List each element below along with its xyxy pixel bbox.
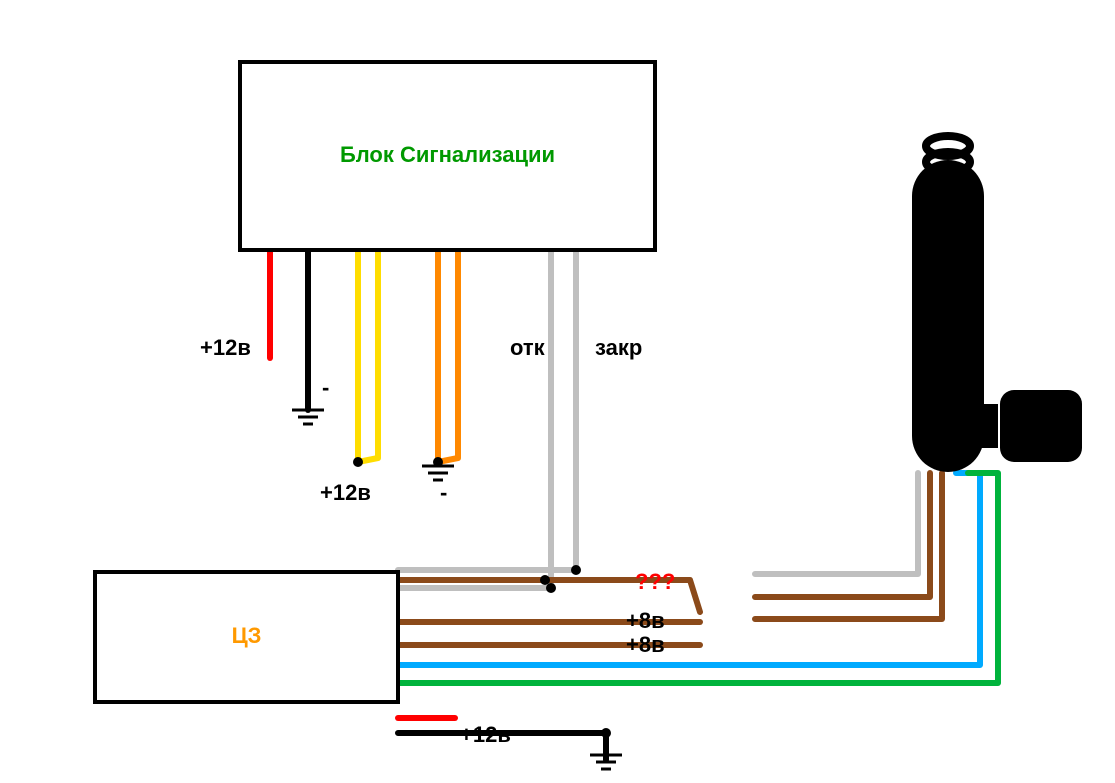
junction-dot <box>571 565 581 575</box>
junction-dot <box>353 457 363 467</box>
junction-dot <box>601 728 611 738</box>
label-plus8v_1: +8в <box>626 608 665 633</box>
block-label-cz: ЦЗ <box>232 623 262 648</box>
label-plus12v_red: +12в <box>200 335 251 360</box>
block-label-alarm: Блок Сигнализации <box>340 142 555 167</box>
label-minus_orange: - <box>440 480 447 505</box>
label-otkr: отк <box>510 335 546 360</box>
label-plus8v_2: +8в <box>626 632 665 657</box>
label-qqq: ??? <box>635 569 675 594</box>
wire-brown_actuator_a <box>755 473 930 597</box>
label-minus_gnd: - <box>322 375 329 400</box>
label-zakr: закр <box>595 335 642 360</box>
actuator-icon <box>912 136 1082 472</box>
wire-grey_otkr <box>398 250 551 588</box>
ground-symbol <box>422 466 454 480</box>
label-plus12v_yellow: +12в <box>320 480 371 505</box>
junction-dot <box>540 575 550 585</box>
wire-grey_actuator <box>755 473 918 574</box>
junction-dot <box>546 583 556 593</box>
label-plus12v_bottom: +12в <box>460 722 511 747</box>
